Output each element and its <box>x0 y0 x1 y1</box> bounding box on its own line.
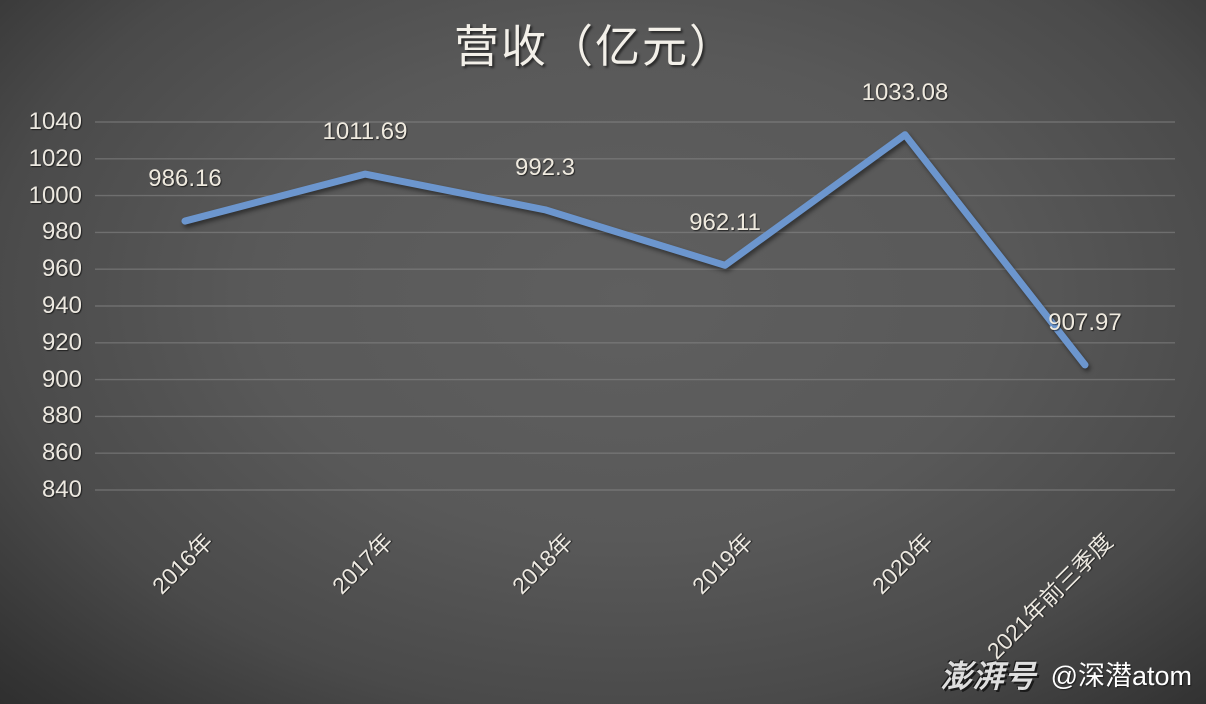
data-label: 962.11 <box>689 209 761 237</box>
y-tick-label: 840 <box>41 476 82 503</box>
watermark: 澎湃号 @深潜atom <box>941 651 1192 696</box>
y-tick-label: 1040 <box>28 108 82 135</box>
revenue-series-line <box>181 131 1089 369</box>
data-label: 907.97 <box>1048 308 1122 336</box>
y-tick-label: 860 <box>41 439 82 467</box>
chart-title: 营收（亿元） <box>453 20 736 73</box>
data-label: 1033.08 <box>861 78 949 106</box>
watermark-handle: @深潜atom <box>1050 661 1192 691</box>
y-tick-label: 940 <box>41 292 82 319</box>
data-label: 992.3 <box>514 153 576 181</box>
y-tick-label: 880 <box>41 402 82 430</box>
data-label: 986.16 <box>148 165 222 193</box>
y-tick-label: 1020 <box>28 144 82 172</box>
y-tick-label: 920 <box>41 328 82 356</box>
y-tick-label: 1000 <box>28 181 82 209</box>
y-tick-label: 980 <box>41 218 82 246</box>
data-label: 1011.69 <box>322 118 408 146</box>
y-tick-label: 960 <box>41 255 82 283</box>
y-tick-label: 900 <box>41 365 82 393</box>
pengpai-logo: 澎湃号 <box>940 659 1037 694</box>
